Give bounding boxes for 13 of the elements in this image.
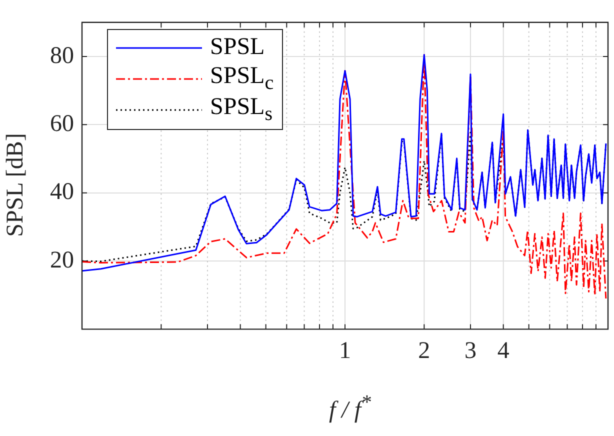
y-tick-label: 40 [50,179,74,206]
y-tick-label: 60 [50,110,74,137]
x-tick-label: 1 [339,338,351,364]
y-tick-label: 80 [50,42,74,69]
x-axis-title: f / f$^{*}$ [328,392,372,424]
x-tick-label: 4 [497,338,510,364]
x-tick-label: 3 [464,338,476,364]
y-axis-title: SPSL [dB] [2,133,30,237]
legend-label: SPSL [210,34,265,61]
x-tick-label: 2 [418,338,430,364]
legend-label: SPSL$_{c}$ [210,62,274,94]
legend-label: SPSL$_{s}$ [210,94,272,126]
y-tick-label: 20 [50,247,74,274]
